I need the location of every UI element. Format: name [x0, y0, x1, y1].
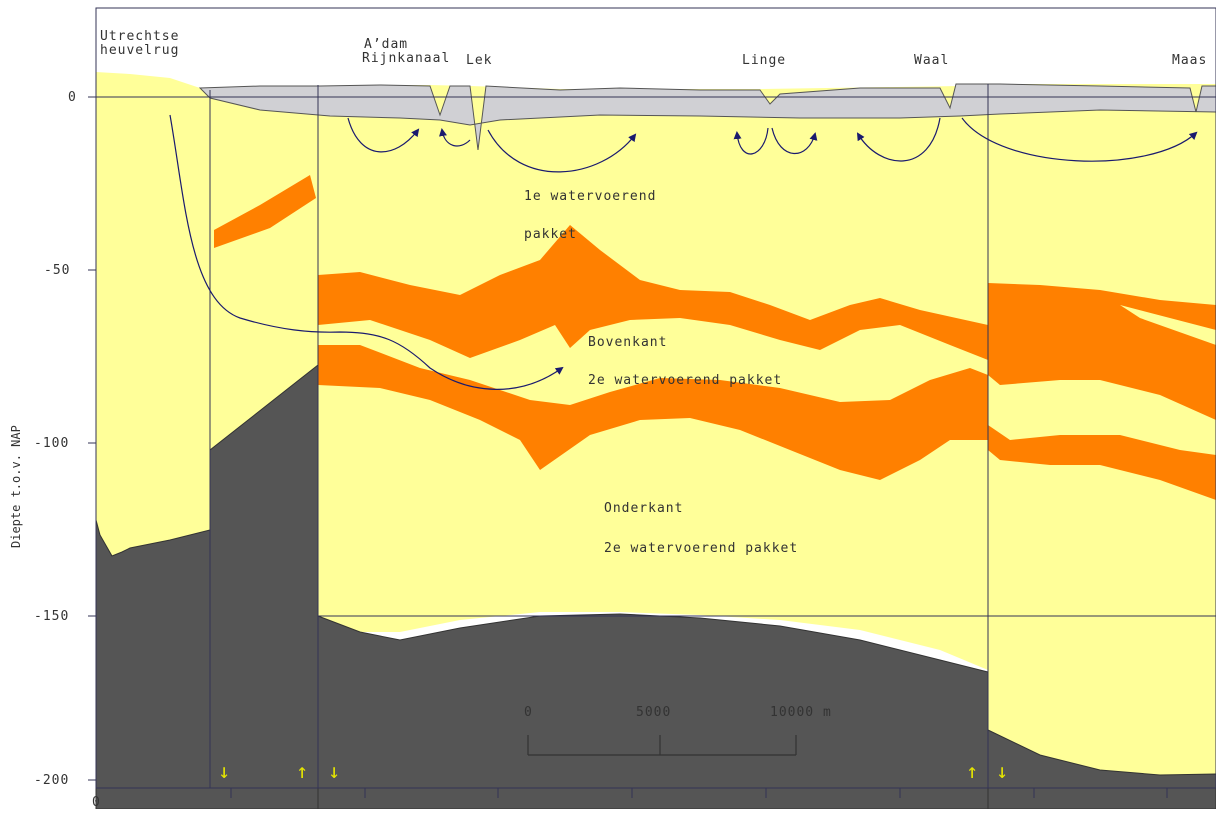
label-utrechtse-1: Utrechtse	[100, 29, 179, 44]
label-adam-1: A’dam	[364, 37, 408, 52]
scale-label-mid: 5000	[636, 705, 671, 720]
fault-marker-1: ↓	[218, 759, 230, 783]
flow-arrow-3	[487, 129, 637, 173]
flow-arrow-1	[347, 117, 420, 153]
scale-label-start: 0	[524, 705, 533, 720]
sand-body	[96, 72, 1216, 778]
fault-marker-3: ↓	[328, 759, 340, 783]
label-lek: Lek	[466, 53, 492, 68]
clay-layer-left-fault-block	[214, 175, 316, 248]
label-adam-2: Rijnkanaal	[362, 51, 450, 66]
sand-wedge-right	[1120, 305, 1216, 345]
top2-label-2: 2e watervoerend pakket	[588, 373, 782, 388]
aquifer1-label-2: pakket	[524, 227, 577, 242]
fault-marker-4: ↑	[966, 759, 978, 783]
top2-label-1: Bovenkant	[588, 335, 667, 350]
x-axis-ticks	[230, 788, 1168, 798]
fault-marker-2: ↑	[296, 759, 308, 783]
flow-arrow-5	[771, 127, 818, 155]
scale-bar	[527, 735, 797, 756]
scale-label-end: 10000 m	[770, 705, 832, 720]
label-waal: Waal	[914, 53, 949, 68]
holocene-cover	[198, 83, 1216, 151]
label-utrechtse-2: heuvelrug	[100, 43, 179, 58]
bottom2-label-1: Onderkant	[604, 501, 683, 516]
aquifer1-label-1: 1e watervoerend	[524, 189, 656, 204]
clay-layer-lower-right	[988, 425, 1216, 500]
y-tick-label-150: -150	[34, 609, 69, 624]
y-tick-label-0: 0	[68, 90, 77, 105]
y-tick-label-50: -50	[44, 263, 70, 278]
clay-layer-upper-center	[318, 225, 988, 360]
label-linge: Linge	[742, 53, 786, 68]
label-maas: Maas	[1172, 53, 1207, 68]
y-tick-label-200: -200	[34, 773, 69, 788]
flow-arrow-7	[961, 117, 1198, 162]
diagram-frame	[95, 7, 1216, 789]
flow-arrow-6	[856, 117, 941, 162]
y-axis-title: Diepte t.o.v. NAP	[9, 425, 23, 548]
clay-layer-lower-center	[318, 345, 988, 480]
y-tick-label-100: -100	[34, 436, 69, 451]
flow-line-deep	[169, 114, 564, 390]
x-origin-label: 0	[92, 795, 101, 809]
flow-arrow-4	[733, 127, 769, 155]
flow-arrow-2	[439, 128, 471, 147]
bottom2-label-2: 2e watervoerend pakket	[604, 541, 798, 556]
fault-marker-5: ↓	[996, 759, 1008, 783]
